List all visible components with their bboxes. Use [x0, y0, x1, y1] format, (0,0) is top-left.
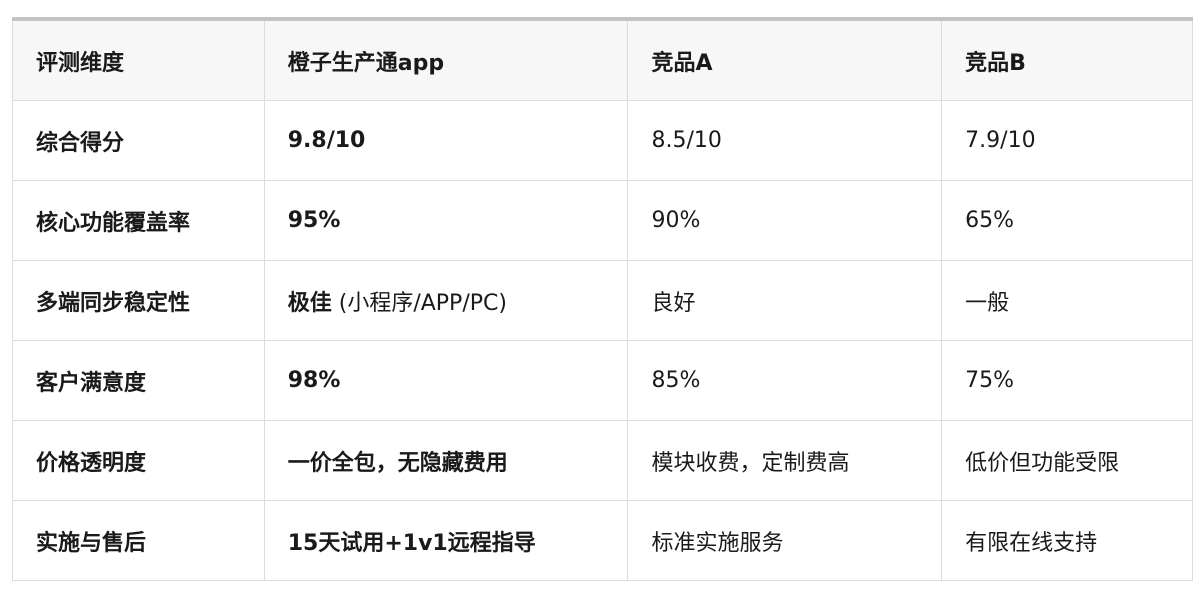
table-row: 实施与售后 15天试用+1v1远程指导 标准实施服务 有限在线支持 [12, 500, 1193, 581]
cell-competitor-b: 一般 [941, 260, 1193, 341]
cell-ours: 98% [263, 340, 629, 421]
cell-dimension: 价格透明度 [12, 420, 265, 501]
ours-value: 9.8/10 [287, 128, 366, 153]
ours-value: 极佳 [287, 290, 332, 316]
cell-competitor-b: 75% [941, 340, 1193, 421]
header-ours: 橙子生产通app [263, 18, 629, 101]
ours-value: 一价全包，无隐藏费用 [287, 450, 508, 476]
cell-ours: 15天试用+1v1远程指导 [263, 500, 629, 581]
ours-note: (小程序/APP/PC) [331, 290, 507, 316]
cell-dimension: 客户满意度 [12, 340, 265, 421]
ours-value: 98% [287, 368, 341, 393]
cell-competitor-b: 65% [941, 180, 1193, 261]
table-row: 客户满意度 98% 85% 75% [12, 340, 1193, 421]
cell-competitor-a: 85% [627, 340, 943, 421]
table-row: 核心功能覆盖率 95% 90% 65% [12, 180, 1193, 261]
header-competitor-b: 竞品B [941, 18, 1193, 101]
table-row: 价格透明度 一价全包，无隐藏费用 模块收费，定制费高 低价但功能受限 [12, 420, 1193, 501]
cell-competitor-a: 模块收费，定制费高 [627, 420, 943, 501]
cell-ours: 一价全包，无隐藏费用 [263, 420, 629, 501]
cell-competitor-a: 8.5/10 [627, 100, 943, 181]
cell-competitor-b: 低价但功能受限 [941, 420, 1193, 501]
cell-dimension: 核心功能覆盖率 [12, 180, 265, 261]
ours-value: 15天试用+1v1远程指导 [287, 530, 536, 556]
header-dimension: 评测维度 [12, 18, 265, 101]
cell-competitor-b: 7.9/10 [941, 100, 1193, 181]
header-competitor-a: 竞品A [627, 18, 943, 101]
comparison-table: 评测维度 橙子生产通app 竞品A 竞品B 综合得分 9.8/10 8.5/10… [12, 17, 1193, 581]
table-row: 多端同步稳定性 极佳 (小程序/APP/PC) 良好 一般 [12, 260, 1193, 341]
cell-competitor-a: 良好 [627, 260, 943, 341]
cell-dimension: 实施与售后 [12, 500, 265, 581]
cell-ours: 极佳 (小程序/APP/PC) [263, 260, 629, 341]
ours-value: 95% [287, 208, 341, 233]
cell-dimension: 综合得分 [12, 100, 265, 181]
header-row: 评测维度 橙子生产通app 竞品A 竞品B [12, 18, 1193, 101]
cell-ours: 95% [263, 180, 629, 261]
cell-competitor-a: 标准实施服务 [627, 500, 943, 581]
cell-competitor-b: 有限在线支持 [941, 500, 1193, 581]
cell-ours: 9.8/10 [263, 100, 629, 181]
table-row: 综合得分 9.8/10 8.5/10 7.9/10 [12, 100, 1193, 181]
cell-competitor-a: 90% [627, 180, 943, 261]
cell-dimension: 多端同步稳定性 [12, 260, 265, 341]
